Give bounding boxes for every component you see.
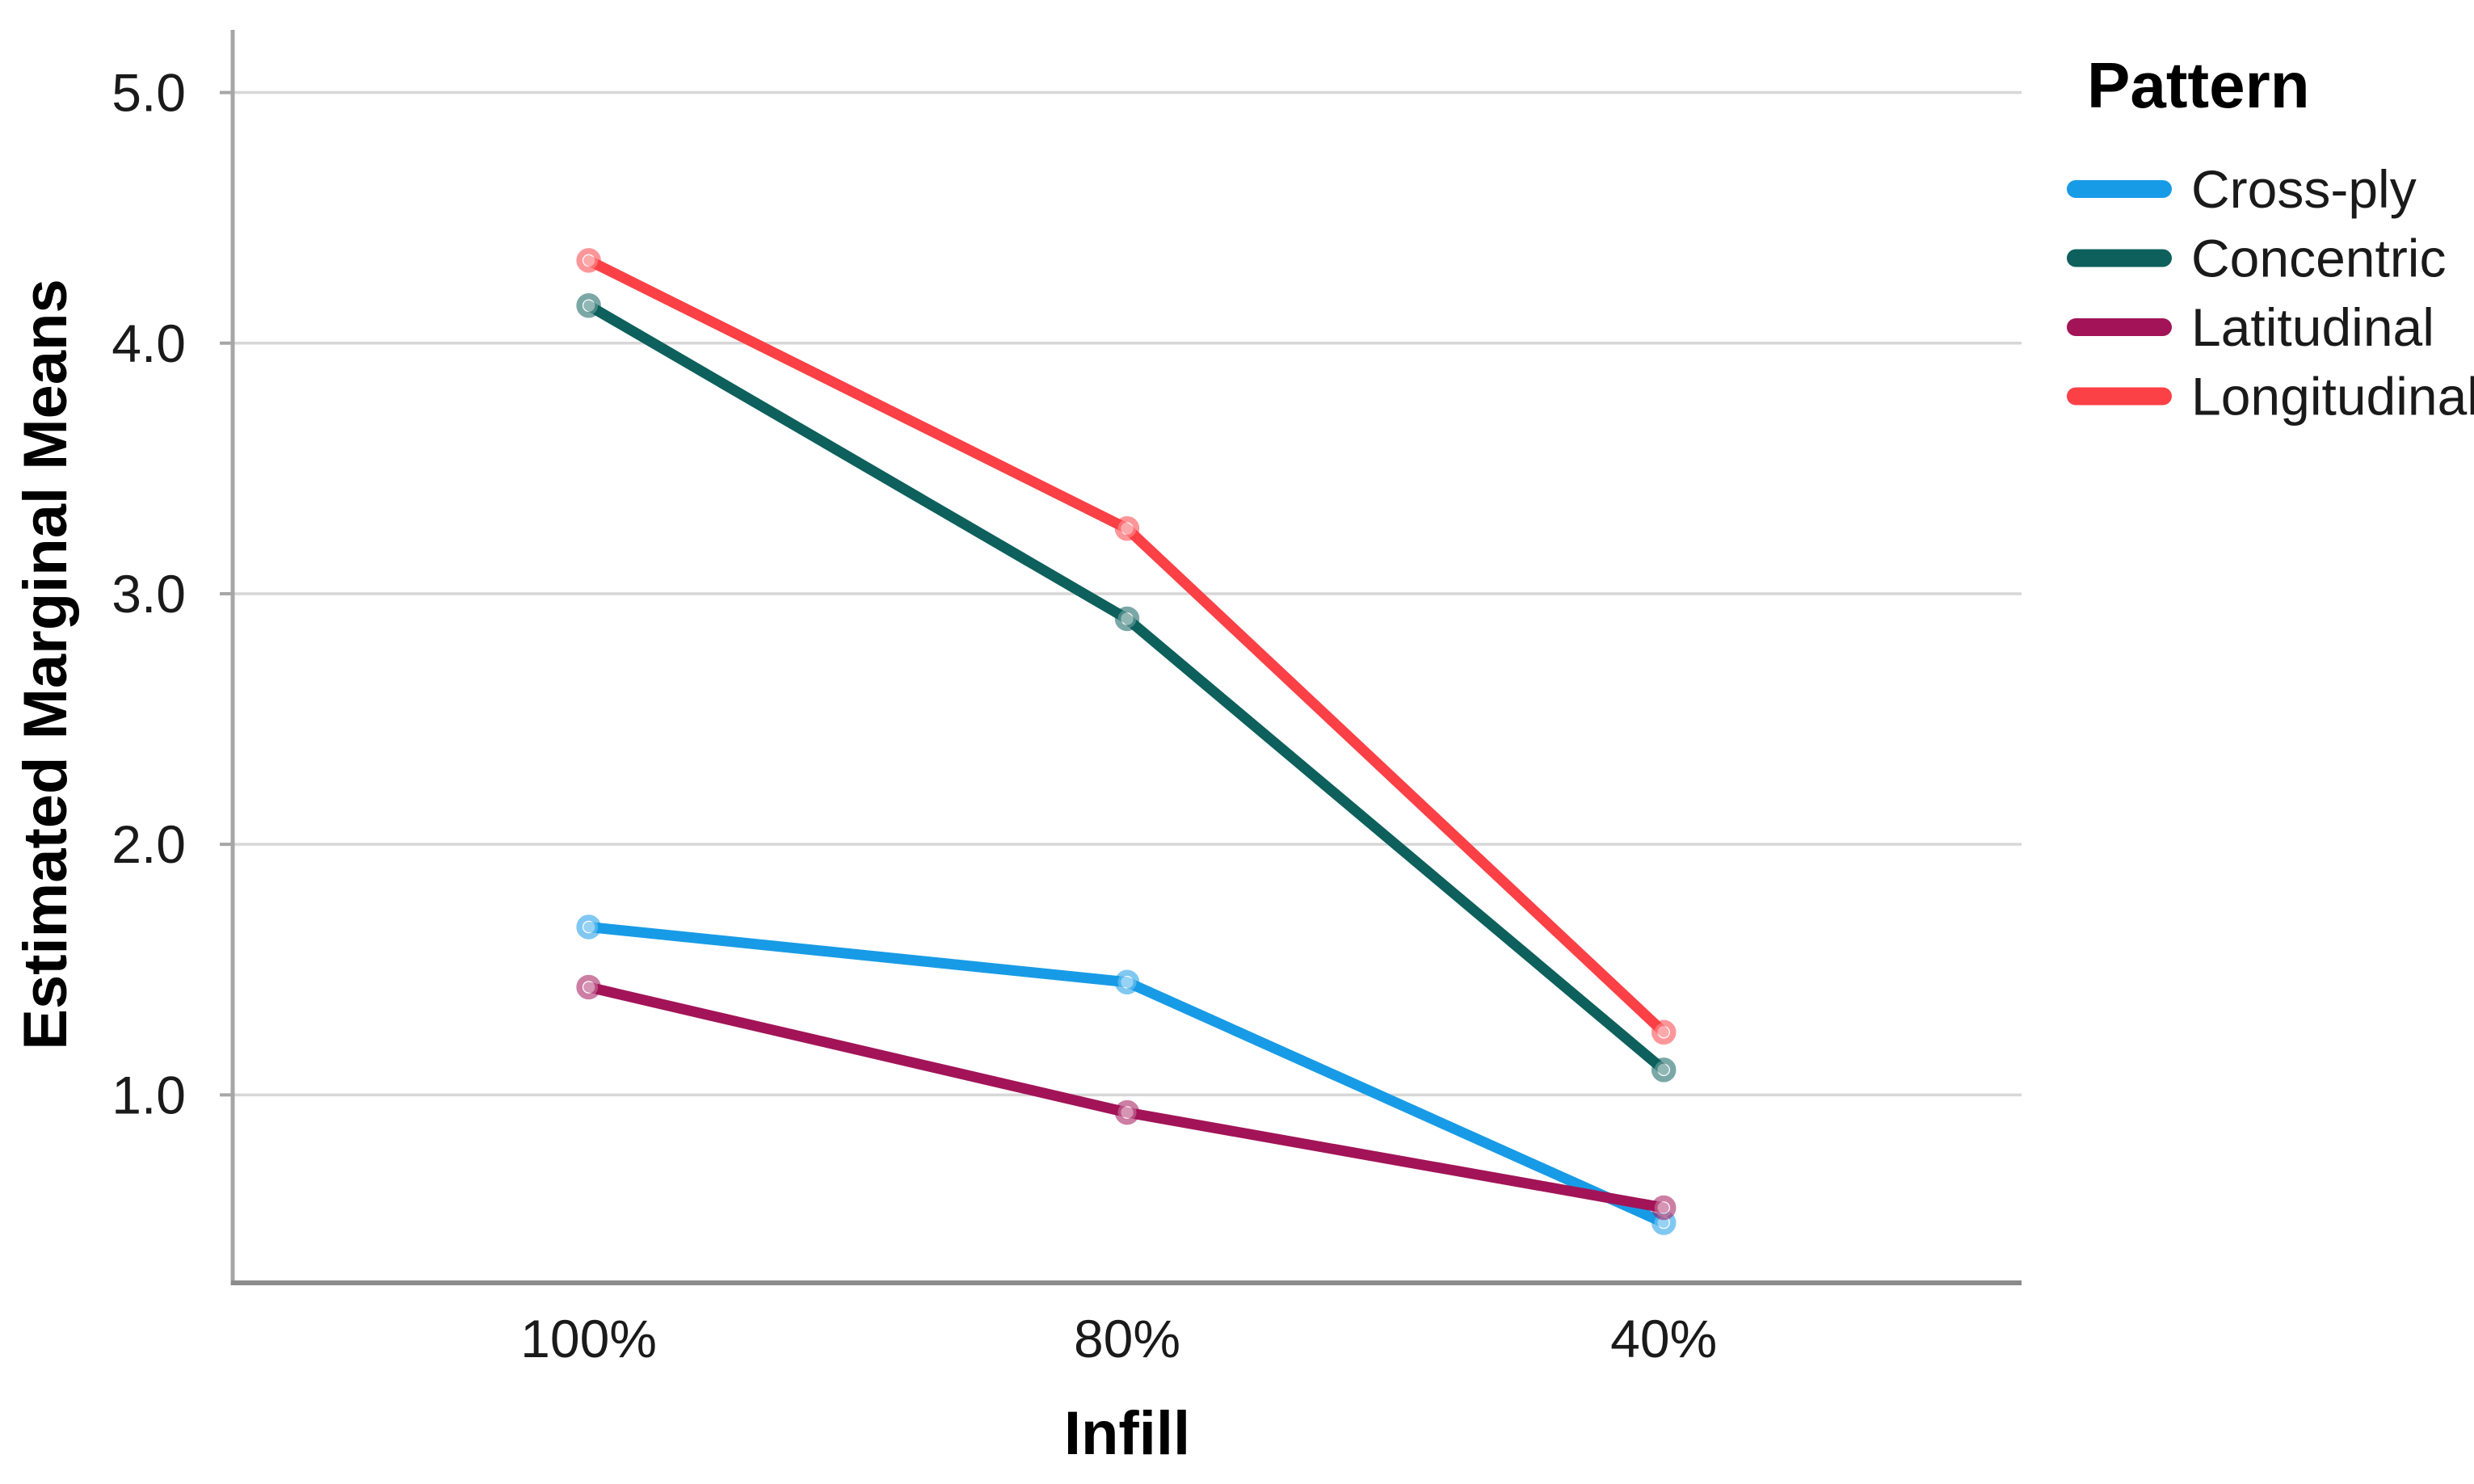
legend-swatch-longitudinal — [2067, 387, 2172, 406]
legend-label-longitudinal: Longitudinal — [2191, 367, 2474, 427]
marker-latitudinal-40- — [1651, 1195, 1677, 1221]
legend-label-cross-ply: Cross-ply — [2191, 159, 2417, 219]
marker-cross-ply-100- — [576, 914, 601, 940]
series-line-latitudinal — [583, 982, 1669, 1213]
marker-latitudinal-100- — [576, 974, 601, 1000]
marker-longitudinal-100- — [576, 248, 601, 273]
y-tick-label: 2.0 — [111, 814, 186, 874]
marker-concentric-100- — [576, 292, 601, 318]
y-tick-label: 3.0 — [111, 564, 186, 624]
y-tick-label: 1.0 — [111, 1065, 186, 1125]
x-tick-label: 100% — [520, 1309, 657, 1368]
legend-label-concentric: Concentric — [2191, 229, 2446, 288]
marker-concentric-80- — [1114, 606, 1140, 632]
x-tick-label: 80% — [1074, 1309, 1180, 1368]
series-line-longitudinal — [583, 254, 1669, 1038]
legend-swatch-latitudinal — [2067, 318, 2172, 336]
legend-swatch-concentric — [2067, 249, 2172, 267]
series-line-concentric — [583, 300, 1669, 1075]
y-axis-title: Estimated Marginal Means — [11, 279, 80, 1050]
y-tick-label: 5.0 — [111, 63, 186, 123]
legend-title: Pattern — [2087, 49, 2310, 121]
y-tick-label: 4.0 — [111, 313, 186, 373]
legend-label-latitudinal: Latitudinal — [2191, 297, 2434, 357]
marker-cross-ply-80- — [1114, 969, 1140, 995]
marker-longitudinal-40- — [1651, 1019, 1677, 1045]
marker-longitudinal-80- — [1114, 516, 1140, 541]
x-axis-title: Infill — [1064, 1399, 1190, 1468]
marker-latitudinal-80- — [1114, 1099, 1140, 1125]
marker-concentric-40- — [1651, 1057, 1677, 1083]
x-tick-label: 40% — [1610, 1309, 1717, 1368]
legend-swatch-cross-ply — [2067, 180, 2172, 198]
